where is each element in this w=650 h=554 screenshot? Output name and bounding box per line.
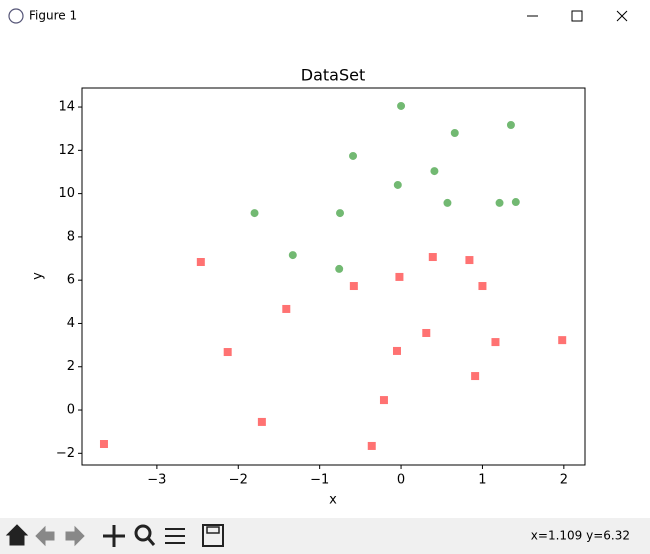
point [471, 372, 480, 381]
x-tick-label: 1 [478, 473, 486, 488]
point [506, 121, 515, 130]
point [465, 256, 474, 265]
title-bar [0, 0, 650, 32]
point [196, 258, 205, 266]
y-tick-label: 6 [67, 273, 75, 288]
point [511, 198, 520, 207]
window-title: Figure 1 [29, 9, 77, 23]
x-axis-label: x [329, 493, 337, 508]
point [495, 198, 504, 207]
point [450, 129, 459, 138]
status-text: x=1.109 y=6.32 [531, 529, 630, 543]
x-tick-label: −3 [147, 473, 166, 488]
y-tick-label: 12 [58, 143, 75, 158]
point [491, 338, 500, 347]
point [335, 264, 344, 273]
save-button[interactable] [202, 524, 224, 547]
close-button[interactable] [616, 10, 628, 22]
point [223, 348, 232, 357]
point [558, 336, 567, 345]
app-icon [8, 8, 24, 24]
x-tick-label: 0 [397, 473, 405, 488]
point [392, 346, 401, 355]
pan-button[interactable] [103, 525, 125, 547]
point [395, 272, 404, 281]
point [257, 417, 266, 426]
point [430, 167, 439, 176]
y-tick-label: 2 [67, 359, 75, 374]
x-tick-label: 2 [560, 473, 568, 488]
y-tick-label: 4 [67, 316, 75, 331]
toolbar-icons [5, 524, 224, 547]
y-tick-label: −2 [56, 446, 75, 461]
point [250, 209, 259, 218]
chart-title: DataSet [301, 66, 365, 85]
point [397, 101, 406, 110]
point [367, 441, 376, 450]
point [393, 180, 402, 189]
y-tick-label: 14 [58, 100, 75, 115]
point [379, 396, 388, 405]
point [288, 251, 297, 260]
point [349, 282, 358, 291]
plot-frame [81, 87, 586, 466]
point [422, 328, 431, 337]
configure-button[interactable] [165, 528, 185, 544]
point [478, 282, 487, 291]
back-button[interactable] [35, 525, 55, 547]
point [336, 209, 345, 218]
y-tick-label: 8 [67, 229, 75, 244]
y-tick-label: 10 [58, 186, 75, 201]
maximize-button[interactable] [571, 10, 583, 22]
home-button[interactable] [5, 524, 29, 546]
point [99, 440, 108, 449]
point [443, 198, 452, 207]
x-tick-label: −1 [310, 473, 329, 488]
x-tick-label: −2 [229, 473, 248, 488]
point [349, 151, 358, 160]
point [282, 304, 291, 313]
y-axis-label: y [31, 272, 46, 280]
zoom-button[interactable] [134, 524, 152, 542]
y-tick-label: 0 [67, 403, 75, 418]
forward-button[interactable] [65, 525, 85, 547]
point [428, 253, 437, 262]
